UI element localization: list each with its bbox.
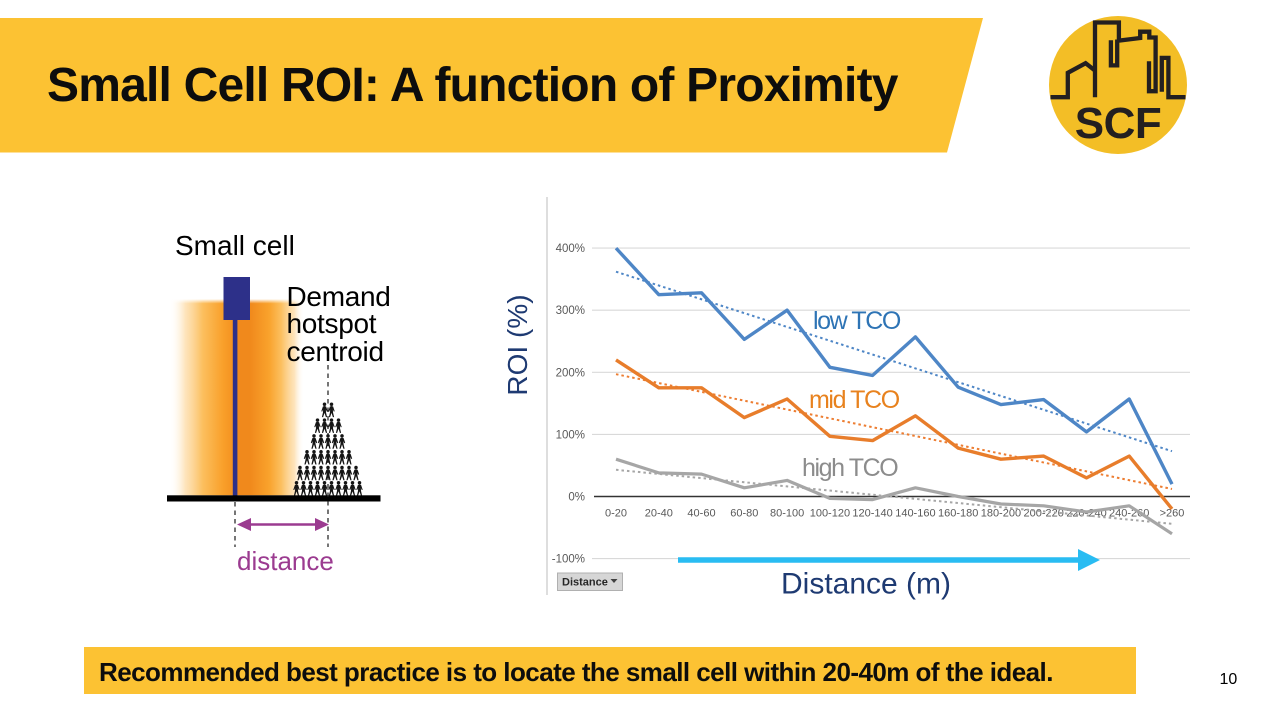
svg-text:400%: 400%	[556, 243, 585, 255]
svg-text:40-60: 40-60	[687, 508, 715, 520]
svg-text:140-160: 140-160	[895, 508, 935, 520]
svg-text:high TCO: high TCO	[802, 454, 898, 482]
svg-text:ROI (%): ROI (%)	[502, 294, 533, 395]
svg-text:>260: >260	[1160, 508, 1185, 520]
svg-text:mid TCO: mid TCO	[809, 386, 900, 414]
svg-text:SCF: SCF	[1075, 99, 1162, 148]
svg-text:200%: 200%	[556, 367, 585, 379]
svg-text:120-140: 120-140	[852, 508, 892, 520]
svg-text:-100%: -100%	[552, 554, 585, 566]
svg-text:60-80: 60-80	[730, 508, 758, 520]
svg-text:20-40: 20-40	[645, 508, 673, 520]
svg-text:Distance: Distance	[562, 577, 608, 589]
svg-text:300%: 300%	[556, 305, 585, 317]
svg-text:100-120: 100-120	[810, 508, 850, 520]
svg-text:Distance (m): Distance (m)	[781, 568, 951, 601]
svg-text:100%: 100%	[556, 429, 585, 441]
svg-text:80-100: 80-100	[770, 508, 804, 520]
svg-text:0%: 0%	[568, 492, 585, 504]
svg-text:180-200: 180-200	[981, 508, 1021, 520]
svg-text:160-180: 160-180	[938, 508, 978, 520]
svg-text:0-20: 0-20	[605, 508, 627, 520]
svg-text:low TCO: low TCO	[813, 307, 901, 335]
